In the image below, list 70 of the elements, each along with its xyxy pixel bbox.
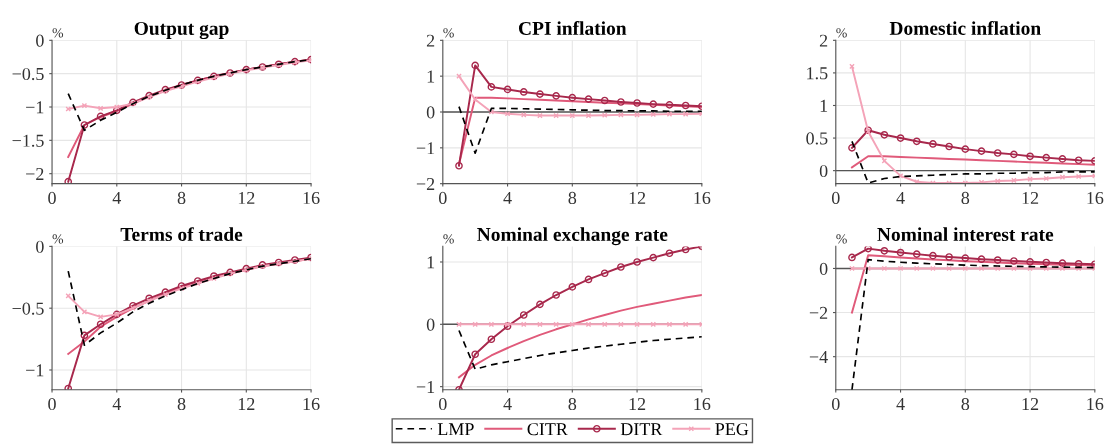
- y-tick-label: 0: [819, 164, 828, 178]
- y-tick-label: −2: [26, 167, 44, 180]
- chart-title: CPI inflation: [518, 21, 627, 35]
- x-tick-label: 0: [438, 191, 447, 205]
- y-tick-label: 1: [427, 256, 435, 269]
- y-axis-title: %: [443, 234, 454, 244]
- legend-label: DITR: [620, 423, 663, 436]
- y-tick-label: −2: [809, 306, 828, 319]
- y-tick-label: −1.5: [12, 134, 44, 147]
- x-tick-label: 16: [694, 397, 711, 411]
- x-tick-label: 16: [303, 191, 320, 205]
- x-tick-label: 12: [1022, 191, 1039, 204]
- y-tick-label: −0.5: [12, 67, 44, 81]
- y-tick-label: 2: [819, 34, 828, 47]
- x-tick-label: 16: [1087, 397, 1104, 411]
- x-tick-label: 0: [831, 397, 840, 411]
- y-tick-label: 0: [36, 240, 44, 253]
- y-tick-label: −4: [809, 351, 828, 363]
- x-tick-label: 12: [238, 191, 255, 204]
- x-tick-label: 4: [503, 398, 512, 410]
- x-tick-label: 0: [438, 397, 447, 411]
- x-tick-label: 8: [177, 397, 186, 411]
- y-tick-label: 0: [819, 262, 828, 275]
- x-tick-label: 12: [629, 191, 646, 204]
- y-tick-label: 0.5: [806, 132, 828, 145]
- chart-title: Terms of trade: [120, 227, 243, 242]
- x-tick-label: 8: [568, 397, 577, 411]
- legend-label: CITR: [527, 423, 568, 436]
- y-tick-label: −2: [416, 177, 435, 190]
- y-tick-label: 1.5: [807, 67, 828, 80]
- legend-label: PEG: [715, 423, 749, 436]
- chart-title: Nominal exchange rate: [477, 227, 668, 246]
- x-tick-label: 0: [48, 191, 56, 205]
- x-tick-label: 8: [568, 191, 577, 205]
- y-tick-label: −1: [26, 364, 44, 377]
- x-tick-label: 8: [961, 397, 970, 411]
- y-tick-label: 1: [820, 99, 828, 112]
- y-tick-label: 1: [427, 70, 435, 83]
- x-tick-label: 16: [303, 397, 320, 411]
- y-axis-title: %: [836, 28, 847, 38]
- chart-title: Nominal interest rate: [877, 227, 1054, 242]
- chart-title: Domestic inflation: [889, 21, 1041, 35]
- y-axis-title: %: [52, 234, 64, 244]
- x-tick-label: 12: [629, 397, 646, 410]
- x-tick-label: 16: [694, 191, 711, 205]
- y-axis-title: %: [443, 28, 454, 38]
- x-tick-label: 4: [896, 398, 905, 410]
- y-axis-title: %: [52, 28, 64, 38]
- y-tick-label: −0.5: [12, 302, 44, 315]
- x-tick-label: 12: [1022, 397, 1039, 410]
- x-tick-label: 12: [238, 397, 255, 410]
- y-tick-label: −1: [416, 380, 435, 393]
- y-tick-label: −1: [416, 142, 435, 155]
- legend-label: LMP: [437, 423, 474, 436]
- x-tick-label: 8: [177, 191, 186, 205]
- x-tick-label: 4: [112, 191, 122, 204]
- y-tick-label: 2: [426, 34, 435, 47]
- y-tick-label: 0: [426, 318, 435, 331]
- x-tick-label: 0: [831, 191, 840, 205]
- x-tick-label: 4: [896, 191, 905, 204]
- y-tick-label: −1: [26, 101, 44, 114]
- x-tick-label: 4: [503, 191, 512, 204]
- x-tick-label: 4: [112, 398, 122, 410]
- x-tick-label: 16: [1087, 191, 1104, 205]
- x-tick-label: 8: [961, 191, 970, 205]
- chart-title: Output gap: [134, 21, 229, 40]
- y-tick-label: 0: [426, 106, 435, 119]
- x-tick-label: 0: [48, 397, 56, 411]
- y-tick-label: 0: [36, 34, 44, 47]
- y-axis-title: %: [836, 234, 847, 244]
